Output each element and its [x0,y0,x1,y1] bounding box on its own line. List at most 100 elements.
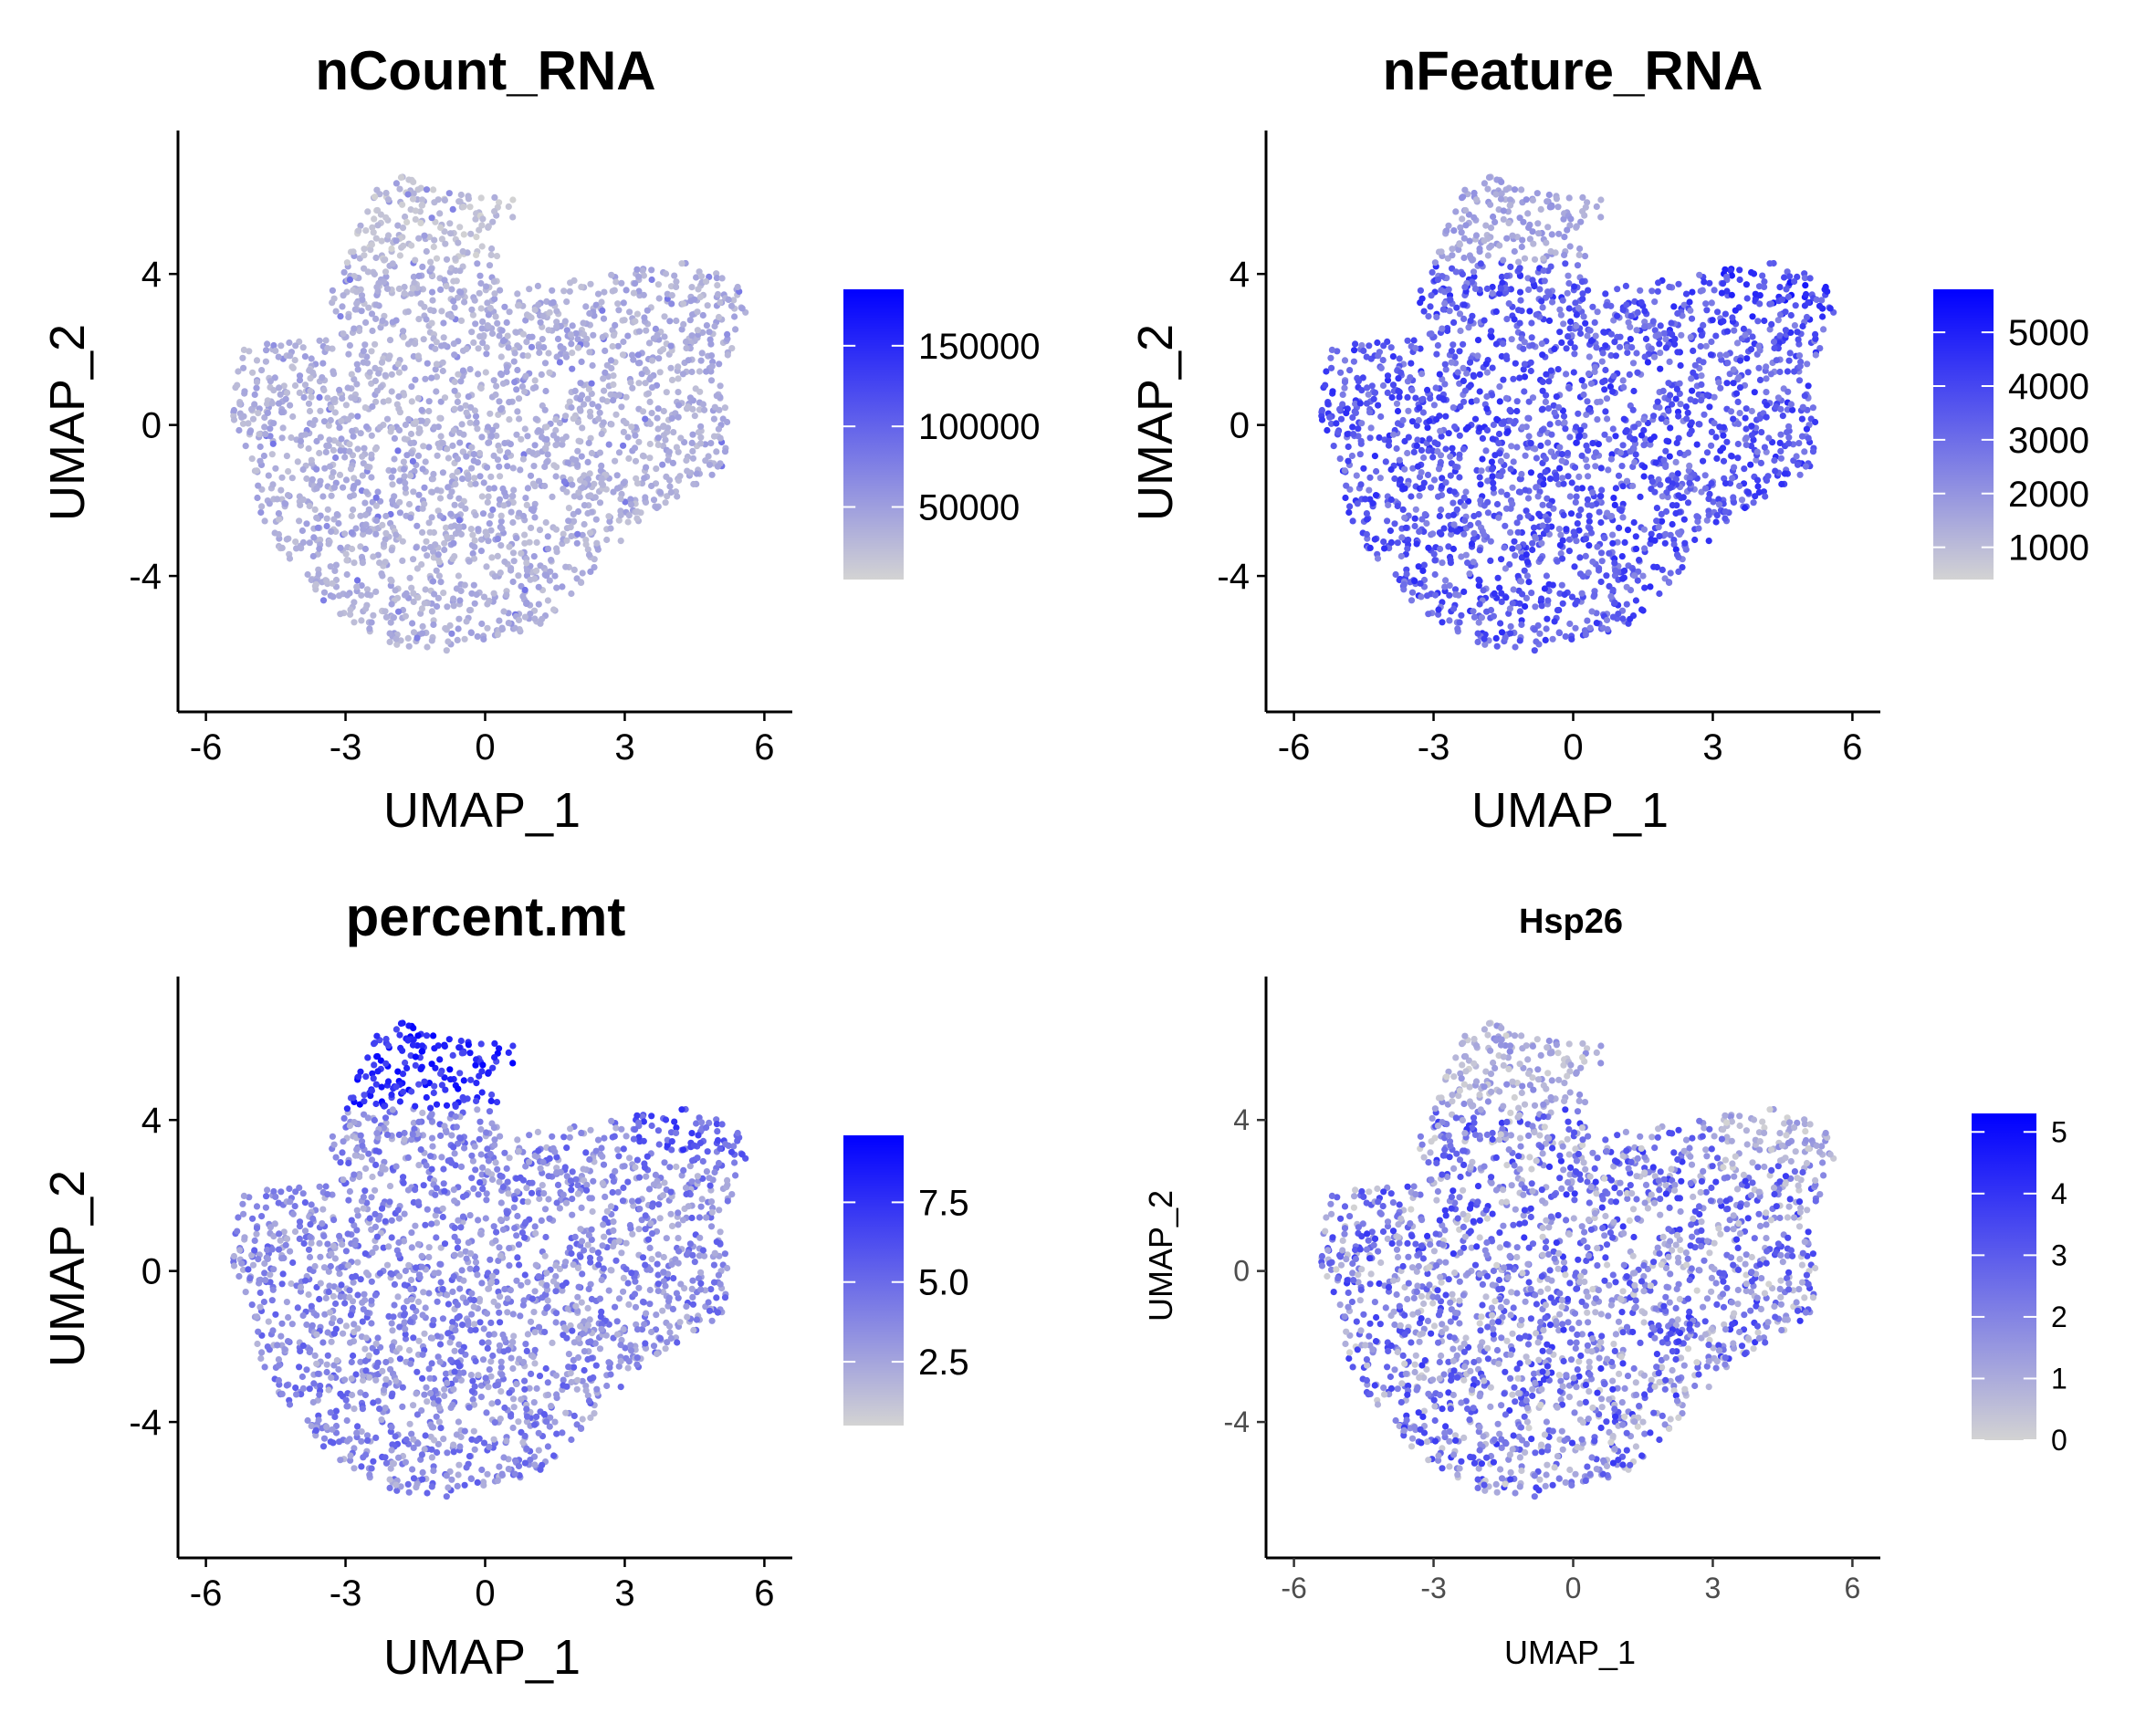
cell-point [644,307,651,314]
cell-point [498,525,506,532]
cell-point [456,597,464,604]
cell-point [316,545,323,552]
cell-point [660,407,667,415]
cell-point [513,386,520,393]
cell-point [454,468,461,475]
cell-point [734,283,741,291]
cell-point [1360,347,1367,354]
cell-point [1641,584,1648,591]
cell-point [455,615,463,622]
cell-point [338,417,345,424]
cell-point [1511,538,1518,545]
cell-point [1584,617,1591,624]
cell-point [409,285,416,292]
cell-point [1720,280,1727,287]
cell-point [1509,232,1516,239]
cell-point [436,210,444,217]
cell-point [1559,475,1566,482]
cell-point [605,441,612,448]
cell-point [1625,319,1632,326]
cell-point [1481,180,1488,187]
cell-point [1539,405,1546,413]
cell-point [1450,521,1458,528]
cell-point [1638,298,1645,306]
cell-point [472,511,479,519]
cell-point [654,414,661,422]
cell-point [455,572,462,580]
cell-point [1702,300,1710,308]
cell-point [648,357,656,364]
cell-point [1700,321,1707,329]
cell-point [1620,383,1627,391]
cell-point [536,1373,544,1380]
cell-point [1684,499,1692,507]
cell-point [1698,397,1705,404]
cell-point [230,416,238,423]
cell-point [256,457,264,465]
cell-point [1487,201,1494,208]
cell-point [1539,501,1546,508]
cell-point [375,370,382,377]
cell-point [388,474,395,481]
cell-point [553,323,560,330]
cell-point [1570,528,1577,536]
cell-point [711,403,718,411]
cell-point [1670,303,1678,310]
cell-point [418,406,425,413]
cell-point [386,638,393,646]
cell-point [1401,465,1408,473]
cell-point [1777,455,1784,462]
cell-point [524,485,532,492]
cell-point [1593,620,1600,627]
cell-point [1492,634,1500,643]
cell-point [1561,590,1568,599]
cell-point [1450,404,1457,412]
cell-point [275,353,282,360]
cell-point [610,331,618,339]
cell-point [1656,403,1663,412]
cell-point [1438,506,1445,514]
cell-point [1558,457,1565,465]
cell-point [1687,307,1694,314]
cell-point [523,559,530,567]
cell-point [456,224,464,231]
cell-point [304,570,311,579]
cell-point [1545,378,1553,385]
cell-point [419,528,426,537]
cell-point [1379,381,1387,390]
cell-point [409,620,416,627]
cell-point [574,507,582,516]
cell-point [1666,453,1673,460]
cell-point [407,440,414,447]
cell-point [1483,285,1491,292]
cell-point [1448,359,1455,366]
cell-point [1729,314,1736,321]
colorbar-tick-label: 4000 [2008,367,2089,407]
cell-point [1492,308,1500,315]
cell-point [626,1155,633,1162]
cell-point [697,1203,705,1210]
cell-point [1715,501,1723,508]
cell-point [554,335,562,342]
cell-point [1551,345,1558,352]
cell-point [1327,354,1334,361]
cell-point [1497,285,1504,292]
cell-point [1707,351,1715,359]
cell-point [1589,440,1596,447]
cell-point [553,545,560,552]
cell-point [579,392,586,399]
cell-point [1538,539,1545,547]
cell-point [316,449,323,457]
cell-point [382,1114,390,1122]
cell-point [1492,340,1500,348]
cell-point [473,234,480,241]
cell-point [421,545,428,552]
cell-point [1395,375,1402,382]
cell-point [1689,288,1696,296]
cell-point [450,539,457,547]
cell-point [323,522,330,530]
cell-point [675,413,682,421]
cell-point [430,186,437,193]
cell-point [429,578,437,585]
cell-point [1588,608,1596,615]
